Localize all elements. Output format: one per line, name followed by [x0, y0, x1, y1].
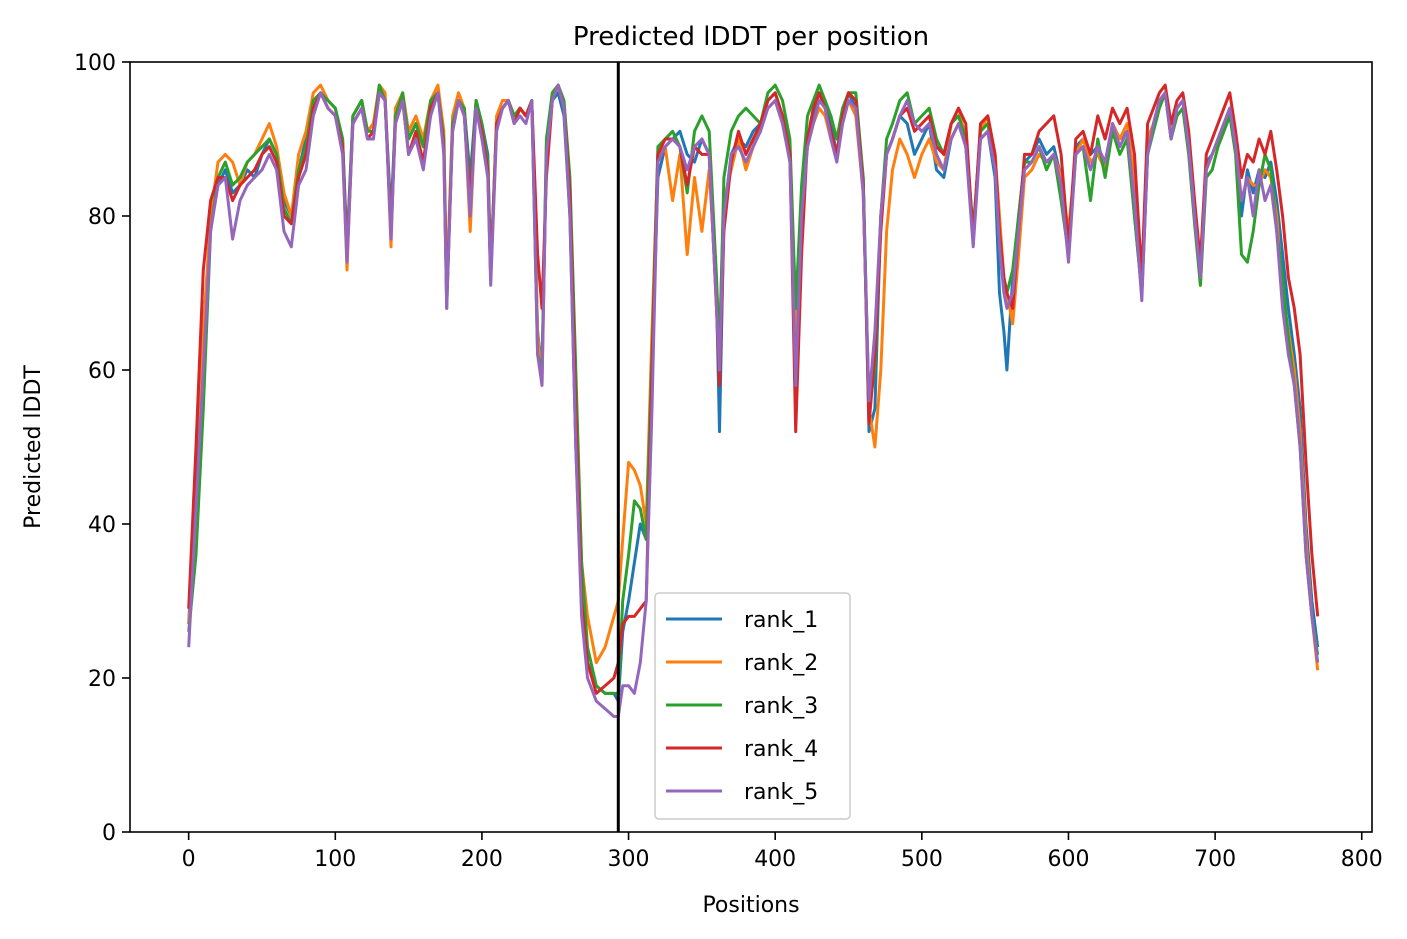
- y-tick-label: 100: [74, 51, 116, 76]
- plot-area: [187, 62, 1320, 832]
- y-axis: 0 20 40 60 80 100: [74, 51, 130, 846]
- y-tick-label: 40: [88, 513, 116, 538]
- x-tick-label: 400: [754, 847, 796, 872]
- legend-label-rank_5: rank_5: [744, 780, 818, 805]
- x-tick-label: 0: [182, 847, 196, 872]
- series-layer: [187, 83, 1320, 718]
- x-axis: 0 100 200 300 400 500 600 700 800: [182, 832, 1383, 872]
- y-tick-label: 60: [88, 359, 116, 384]
- legend-label-rank_1: rank_1: [744, 608, 818, 633]
- chart-title: Predicted lDDT per position: [573, 22, 929, 52]
- legend-label-rank_4: rank_4: [744, 737, 818, 762]
- x-tick-label: 600: [1047, 847, 1089, 872]
- x-tick-label: 500: [901, 847, 943, 872]
- x-tick-label: 300: [608, 847, 650, 872]
- x-tick-label: 700: [1194, 847, 1236, 872]
- y-tick-label: 20: [88, 667, 116, 692]
- x-tick-label: 100: [314, 847, 356, 872]
- x-axis-label: Positions: [702, 893, 799, 918]
- legend-box: [654, 592, 851, 820]
- legend-label-rank_2: rank_2: [744, 651, 818, 676]
- legend: rank_1 rank_2 rank_3 rank_4 rank_5: [654, 592, 851, 820]
- x-tick-label: 800: [1341, 847, 1383, 872]
- axes-frame: [129, 61, 1373, 833]
- y-tick-label: 0: [102, 821, 116, 846]
- y-tick-label: 80: [88, 205, 116, 230]
- legend-label-rank_3: rank_3: [744, 694, 818, 719]
- series-line-rank_5: [187, 83, 1320, 718]
- x-tick-label: 200: [461, 847, 503, 872]
- y-axis-label: Predicted lDDT: [21, 365, 46, 529]
